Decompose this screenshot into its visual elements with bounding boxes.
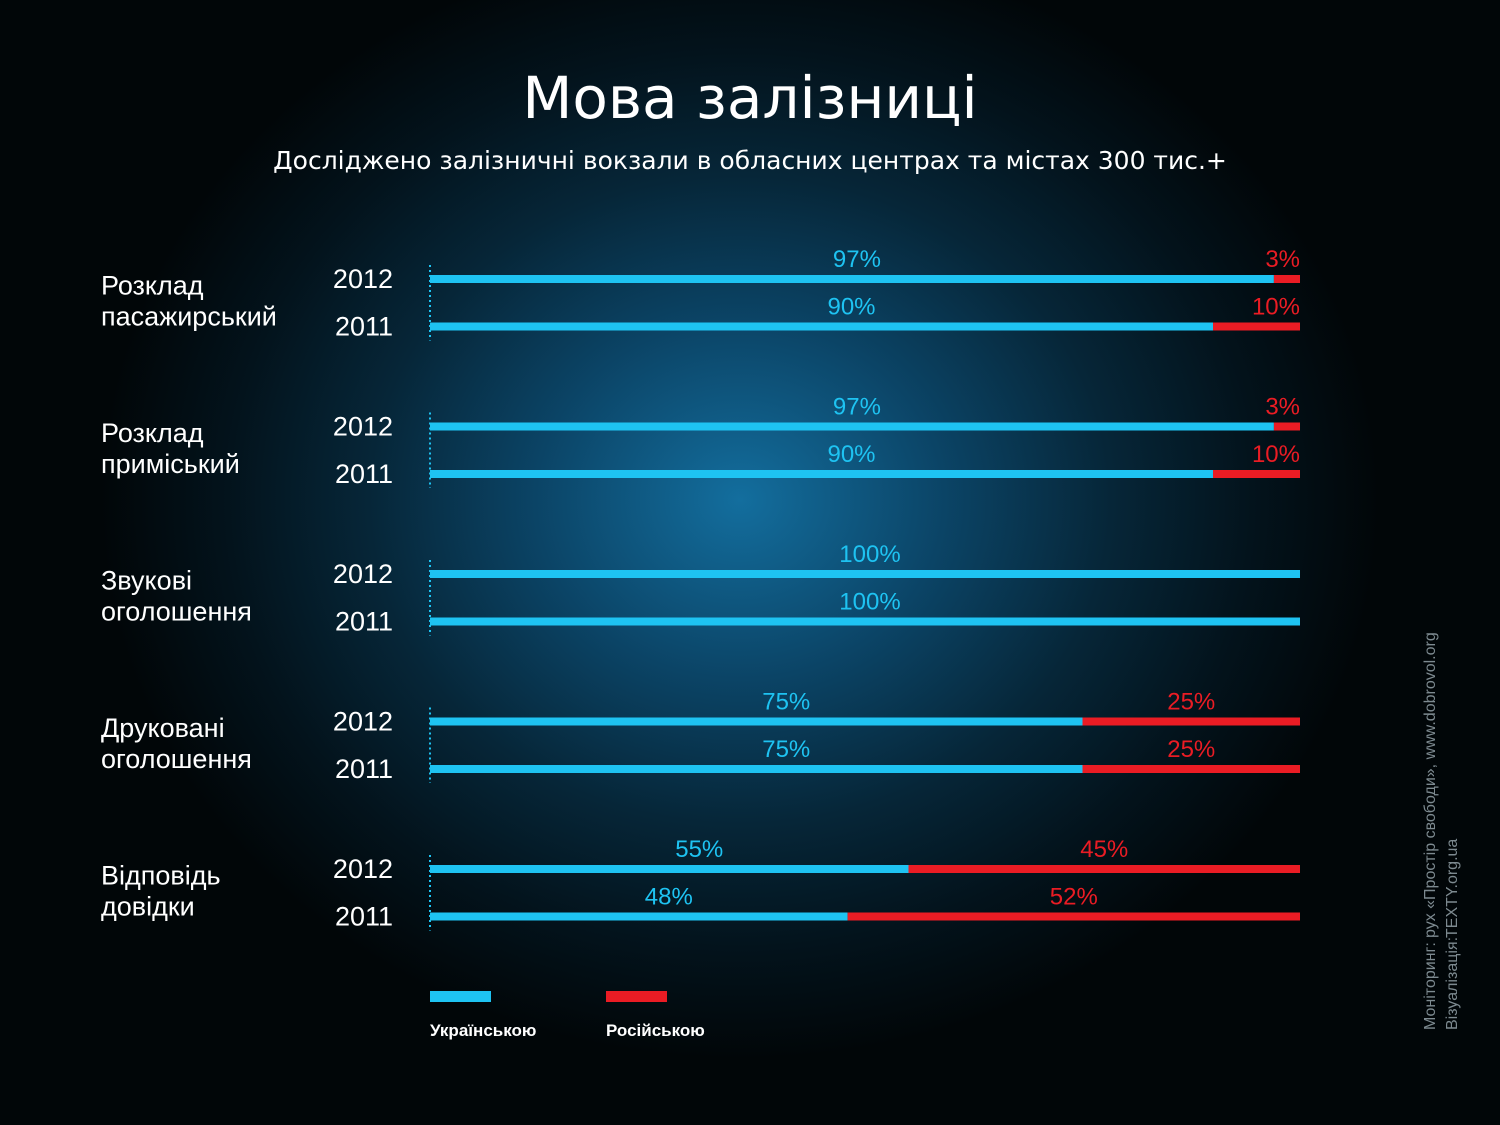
value-label-russian: 3%	[1265, 394, 1300, 421]
value-label-ukrainian: 100%	[839, 541, 900, 568]
bar-ukrainian	[430, 275, 1274, 283]
value-label-ukrainian: 97%	[833, 246, 881, 273]
bar-ukrainian	[430, 322, 1213, 331]
bar-ukrainian	[430, 717, 1083, 726]
category-label: пасажирський	[101, 301, 277, 331]
value-label-ukrainian: 48%	[645, 884, 693, 911]
bar-russian	[1082, 717, 1300, 726]
value-label-ukrainian: 97%	[833, 394, 881, 421]
chart-title: Мова залізниці	[522, 64, 978, 132]
bar-ukrainian	[430, 912, 848, 921]
year-label: 2011	[335, 312, 393, 342]
year-label: 2012	[333, 854, 393, 884]
bar-ukrainian	[430, 617, 1300, 626]
category-label: довідки	[101, 891, 195, 921]
value-label-ukrainian: 90%	[827, 441, 875, 468]
credits-monitoring-value: рух «Простір свободи», www.dobrovol.org	[1422, 632, 1439, 938]
legend-label-russian: Російською	[606, 1021, 705, 1040]
category-label: приміський	[101, 449, 240, 479]
bar-ukrainian	[430, 570, 1300, 578]
category-label: Розклад	[101, 270, 204, 300]
bar-ukrainian	[430, 765, 1083, 773]
value-label-ukrainian: 55%	[675, 836, 723, 863]
value-label-russian: 25%	[1167, 736, 1215, 763]
legend-label-ukrainian: Українською	[430, 1021, 536, 1040]
year-label: 2011	[335, 459, 393, 489]
category-label: Звукові	[101, 565, 192, 595]
value-label-ukrainian: 90%	[827, 294, 875, 321]
category-label: оголошення	[101, 744, 252, 774]
credits-monitoring-label: Моніторинг:	[1422, 942, 1439, 1030]
bar-russian	[908, 865, 1300, 873]
bar-russian	[1273, 275, 1300, 283]
bar-russian	[1273, 422, 1300, 431]
legend-swatch-russian	[606, 991, 667, 1002]
bar-ukrainian	[430, 470, 1213, 478]
year-label: 2011	[335, 902, 393, 932]
bar-russian	[1213, 322, 1300, 331]
value-label-russian: 10%	[1252, 294, 1300, 321]
bar-ukrainian	[430, 865, 909, 873]
credits-visualization-label: Візуалізація:	[1444, 936, 1461, 1030]
year-label: 2012	[333, 559, 393, 589]
year-label: 2012	[333, 412, 393, 442]
value-label-russian: 3%	[1265, 246, 1300, 273]
value-label-russian: 45%	[1080, 836, 1128, 863]
legend-swatch-ukrainian	[430, 991, 491, 1002]
year-label: 2011	[335, 607, 393, 637]
bar-russian	[1213, 470, 1300, 478]
value-label-russian: 52%	[1050, 884, 1098, 911]
value-label-ukrainian: 75%	[762, 689, 810, 716]
bar-russian	[847, 912, 1300, 921]
value-label-russian: 10%	[1252, 441, 1300, 468]
credits: Моніторинг: рух «Простір свободи», www.d…	[1420, 610, 1500, 1030]
year-label: 2011	[335, 754, 393, 784]
year-label: 2012	[333, 707, 393, 737]
value-label-ukrainian: 100%	[839, 589, 900, 616]
category-label: Відповідь	[101, 860, 221, 890]
value-label-ukrainian: 75%	[762, 736, 810, 763]
year-label: 2012	[333, 264, 393, 294]
bar-ukrainian	[430, 422, 1274, 431]
value-label-russian: 25%	[1167, 689, 1215, 716]
category-label: Друковані	[101, 713, 225, 743]
bar-russian	[1082, 765, 1300, 773]
category-label: Розклад	[101, 418, 204, 448]
category-label: оголошення	[101, 596, 252, 626]
credits-visualization-value: TEXTY.org.ua	[1444, 838, 1461, 938]
chart-subtitle: Досліджено залізничні вокзали в обласних…	[273, 146, 1227, 175]
